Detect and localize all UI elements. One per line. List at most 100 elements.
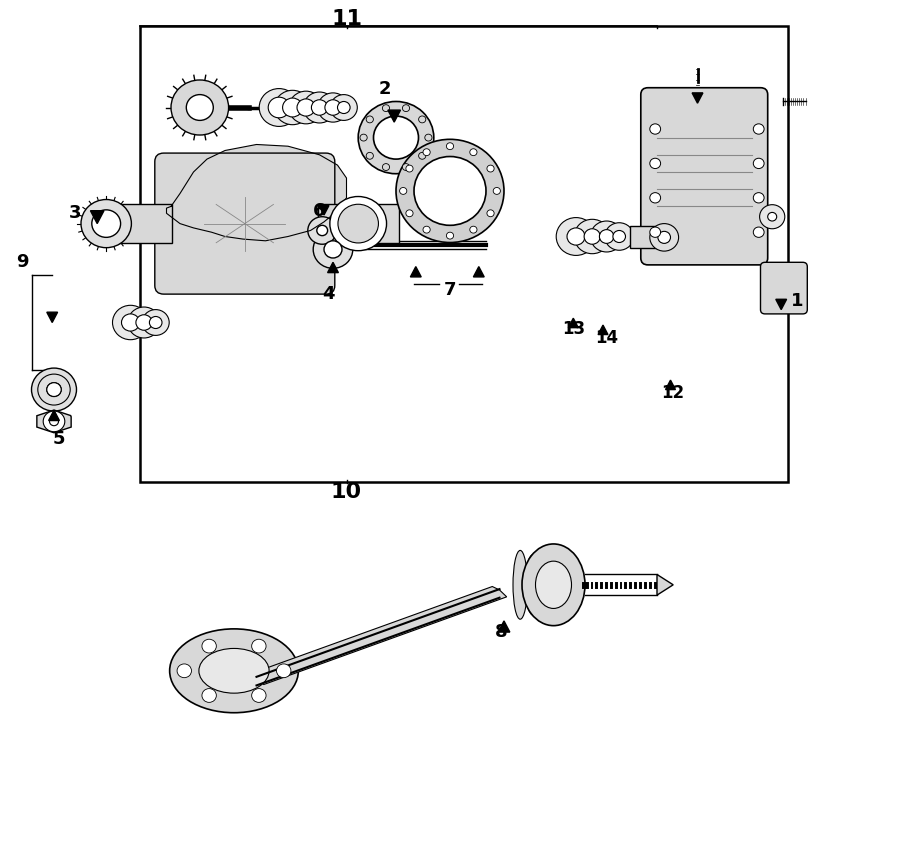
FancyBboxPatch shape — [760, 262, 807, 314]
Circle shape — [318, 93, 348, 122]
Circle shape — [149, 316, 162, 329]
Circle shape — [47, 383, 61, 396]
Circle shape — [303, 92, 336, 123]
Circle shape — [297, 99, 315, 116]
Polygon shape — [37, 410, 71, 433]
Bar — [318, 204, 399, 243]
FancyBboxPatch shape — [155, 153, 335, 294]
Circle shape — [338, 205, 379, 243]
Circle shape — [311, 100, 328, 115]
Circle shape — [487, 210, 494, 217]
Ellipse shape — [199, 648, 269, 693]
Circle shape — [268, 97, 290, 118]
Polygon shape — [666, 380, 675, 390]
Text: 7: 7 — [444, 281, 456, 298]
Bar — [99, 204, 172, 243]
Circle shape — [330, 95, 357, 120]
Ellipse shape — [536, 562, 572, 609]
Polygon shape — [598, 325, 608, 335]
Circle shape — [366, 152, 373, 159]
Polygon shape — [776, 299, 787, 310]
Circle shape — [556, 218, 596, 255]
Circle shape — [650, 224, 679, 251]
Circle shape — [274, 90, 310, 125]
Circle shape — [418, 116, 426, 123]
Polygon shape — [49, 410, 59, 421]
Circle shape — [252, 689, 266, 703]
Circle shape — [493, 187, 500, 194]
Polygon shape — [328, 262, 338, 273]
Polygon shape — [410, 267, 421, 277]
Polygon shape — [569, 318, 578, 328]
Circle shape — [414, 157, 486, 225]
Circle shape — [276, 664, 291, 678]
Circle shape — [47, 383, 61, 396]
FancyBboxPatch shape — [641, 88, 768, 265]
Ellipse shape — [513, 550, 527, 619]
Text: 14: 14 — [595, 329, 618, 347]
Circle shape — [487, 165, 494, 172]
Circle shape — [112, 305, 148, 340]
Circle shape — [650, 124, 661, 134]
Circle shape — [382, 105, 390, 112]
Circle shape — [317, 225, 328, 236]
Circle shape — [584, 229, 600, 244]
Text: 2: 2 — [379, 81, 392, 98]
Circle shape — [760, 205, 785, 229]
Circle shape — [613, 230, 626, 243]
Circle shape — [599, 230, 614, 243]
Circle shape — [382, 163, 390, 170]
Circle shape — [650, 193, 661, 203]
Circle shape — [605, 223, 634, 250]
Ellipse shape — [526, 555, 540, 615]
Circle shape — [446, 143, 454, 150]
Text: 10: 10 — [331, 482, 362, 502]
Polygon shape — [90, 211, 104, 224]
Circle shape — [418, 152, 426, 159]
Circle shape — [470, 149, 477, 156]
Circle shape — [308, 217, 337, 244]
Circle shape — [402, 163, 410, 170]
Ellipse shape — [537, 557, 552, 612]
Polygon shape — [166, 144, 346, 241]
Text: 9: 9 — [16, 254, 29, 271]
Circle shape — [366, 116, 373, 123]
Circle shape — [289, 91, 323, 124]
Ellipse shape — [522, 544, 585, 626]
Text: 8: 8 — [495, 624, 508, 641]
Circle shape — [374, 116, 419, 159]
Circle shape — [32, 368, 76, 411]
Polygon shape — [388, 110, 400, 122]
Circle shape — [423, 149, 430, 156]
Circle shape — [128, 307, 160, 338]
Circle shape — [202, 639, 216, 653]
Ellipse shape — [169, 629, 299, 713]
Circle shape — [574, 219, 610, 254]
Circle shape — [43, 411, 65, 432]
Circle shape — [81, 200, 131, 248]
Circle shape — [50, 417, 58, 426]
Circle shape — [325, 100, 341, 115]
Circle shape — [122, 314, 140, 331]
Circle shape — [252, 639, 266, 653]
Bar — [630, 226, 666, 248]
Polygon shape — [499, 621, 509, 632]
Circle shape — [186, 95, 213, 120]
Circle shape — [360, 134, 367, 141]
Polygon shape — [320, 206, 329, 215]
Circle shape — [396, 139, 504, 243]
Circle shape — [650, 158, 661, 169]
Circle shape — [400, 187, 407, 194]
Text: 1: 1 — [791, 292, 804, 310]
Polygon shape — [657, 574, 673, 595]
Circle shape — [590, 221, 623, 252]
Text: 4: 4 — [322, 286, 335, 303]
Text: 6: 6 — [313, 202, 326, 219]
Circle shape — [753, 124, 764, 134]
Circle shape — [470, 226, 477, 233]
Circle shape — [402, 105, 410, 112]
Circle shape — [202, 689, 216, 703]
Circle shape — [330, 197, 387, 251]
Circle shape — [338, 101, 350, 114]
Circle shape — [259, 89, 299, 126]
